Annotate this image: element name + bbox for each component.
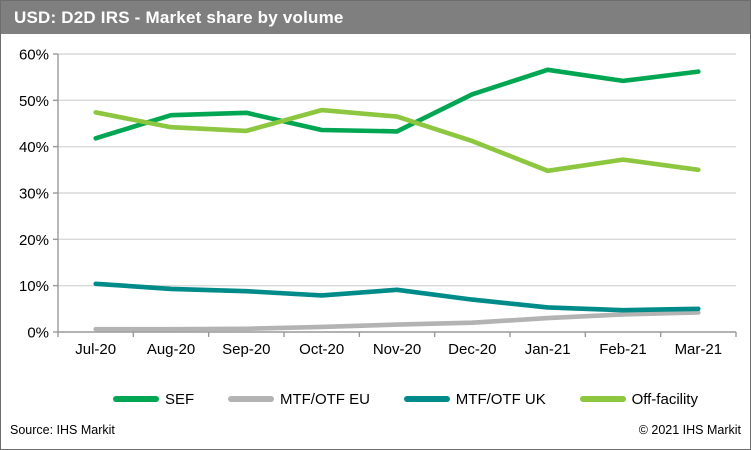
source-note: Source: IHS Markit xyxy=(10,423,115,437)
x-axis-label: Dec-20 xyxy=(448,341,496,358)
line-chart: 0% 10% 20% 30% 40% 50% 60% Jul-20 Aug-20 Sep-20 Oc… xyxy=(19,47,737,358)
copyright-note: © 2021 IHS Markit xyxy=(638,423,741,437)
series-line-mtf-otf-eu xyxy=(93,310,701,332)
x-axis-label: Jan-21 xyxy=(525,341,571,358)
plot-area: 0% 10% 20% 30% 40% 50% 60% Jul-20 Aug-20 Sep-20 Oc… xyxy=(1,34,750,380)
legend-swatch-mtf-otf-uk xyxy=(403,396,450,402)
x-axis-label: Sep-20 xyxy=(222,341,270,358)
legend-item-sef: SEF xyxy=(113,391,194,408)
x-axis-label: Mar-21 xyxy=(675,341,723,358)
x-axis-label: Oct-20 xyxy=(299,341,344,358)
series-line-off-facility xyxy=(93,107,701,174)
legend-swatch-sef xyxy=(113,396,159,402)
y-axis-label: 60% xyxy=(19,47,49,64)
legend-item-mtf-otf-uk: MTF/OTF UK xyxy=(403,390,546,408)
series-line-sef xyxy=(93,67,701,141)
y-axis-label: 30% xyxy=(19,186,49,203)
legend-label: MTF/OTF EU xyxy=(279,390,370,408)
y-axis-label: 10% xyxy=(19,278,49,295)
y-axis-label: 40% xyxy=(19,139,49,156)
legend-item-mtf-otf-eu: MTF/OTF EU xyxy=(227,390,370,408)
legend-swatch-mtf-otf-eu xyxy=(227,396,274,402)
series-line-mtf-otf-uk xyxy=(93,281,701,313)
x-axis-label: Aug-20 xyxy=(147,341,195,358)
chart-title: USD: D2D IRS - Market share by volume xyxy=(14,7,344,27)
footer: Source: IHS Markit © 2021 IHS Markit xyxy=(1,423,750,437)
y-axis-label: 0% xyxy=(27,325,49,342)
title-bar: USD: D2D IRS - Market share by volume xyxy=(1,1,750,34)
legend-label: Off-facility xyxy=(631,390,698,408)
y-axis-label: 50% xyxy=(19,93,49,110)
legend: SEF MTF/OTF EU MTF/OTF UK Off-facility xyxy=(1,384,750,414)
legend-swatch-off-facility xyxy=(579,396,626,402)
legend-label: SEF xyxy=(165,390,195,408)
legend-label: MTF/OTF UK xyxy=(455,390,546,408)
y-axis-label: 20% xyxy=(19,232,49,249)
x-axis-label: Nov-20 xyxy=(373,341,421,358)
x-axis-label: Feb-21 xyxy=(599,341,647,358)
x-axis-label: Jul-20 xyxy=(75,341,116,358)
legend-item-off-facility: Off-facility xyxy=(579,390,698,408)
